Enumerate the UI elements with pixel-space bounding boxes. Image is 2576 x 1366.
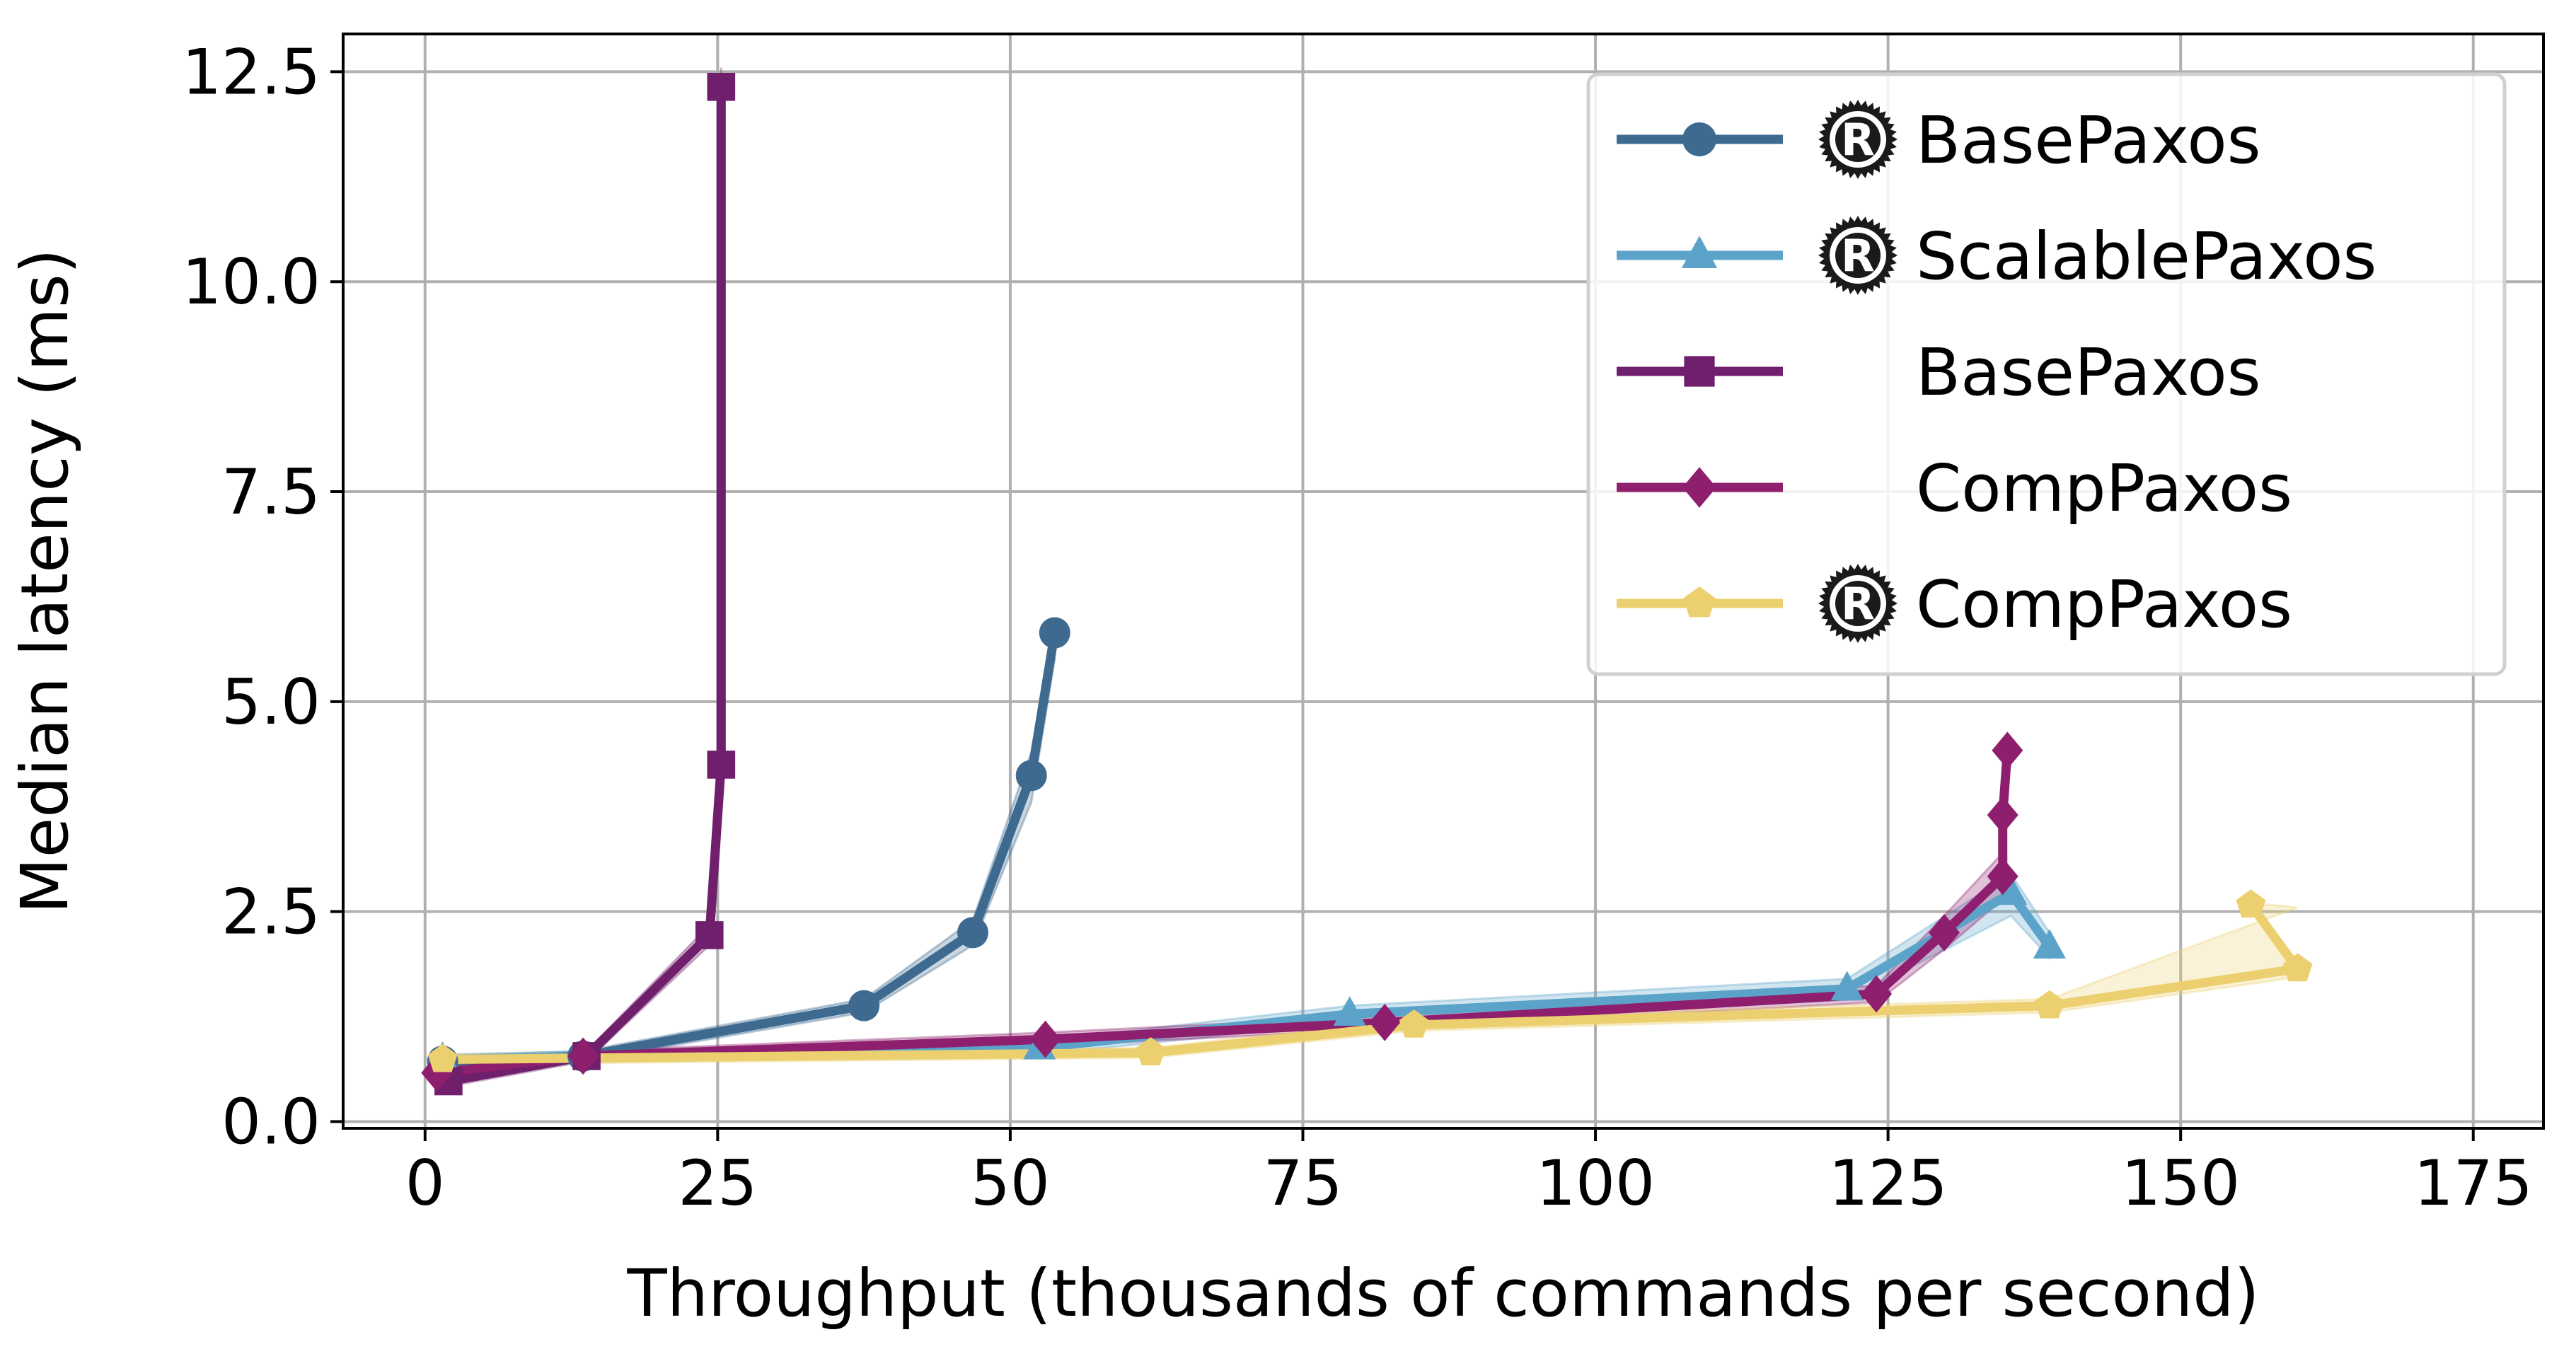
x-tick-label: 125 [1829, 1147, 1948, 1220]
series-1-point [1830, 971, 1864, 1001]
plot-frame [342, 33, 2545, 1130]
rust-logo-icon: R [1818, 100, 1898, 179]
legend-swatch-marker [1684, 356, 1715, 387]
y-tick-label: 2.5 [221, 876, 320, 949]
legend-swatch-marker [1683, 586, 1716, 618]
series-1-point [1333, 996, 1366, 1026]
legend-item: R ScalablePaxos [1617, 216, 2376, 295]
x-tick-label: 75 [1263, 1147, 1342, 1220]
series-3-point [421, 1054, 453, 1092]
svg-text:R: R [1841, 578, 1875, 630]
legend-item: BasePaxos [1617, 335, 2261, 410]
series-2-point [707, 751, 736, 779]
rust-logo-icon: R [1818, 216, 1898, 295]
series-1-point [1994, 875, 2028, 905]
series-4-point [1399, 1009, 1429, 1038]
series-2-band [447, 67, 722, 1088]
svg-text:R: R [1841, 230, 1875, 282]
series-0-band [441, 630, 1056, 1067]
legend: R BasePaxos R ScalablePaxos BasePaxos CompPax… [1586, 72, 2507, 676]
series-2-point [695, 921, 724, 949]
series-3-point [1029, 1020, 1061, 1058]
y-tick-label: 0.0 [221, 1086, 320, 1159]
series-4-point [2034, 990, 2064, 1019]
series-4-point [1136, 1037, 1166, 1065]
legend-frame [1586, 72, 2507, 676]
y-tick-label: 10.0 [182, 245, 320, 318]
series-3-point [567, 1037, 599, 1075]
legend-swatch-marker [1681, 236, 1718, 268]
y-tick-label: 5.0 [221, 666, 320, 739]
series-markers [421, 72, 2313, 1096]
x-tick-label: 0 [405, 1147, 445, 1220]
legend-item: R CompPaxos [1617, 564, 2292, 643]
legend-label: CompPaxos [1916, 451, 2292, 526]
rust-logo-icon: R [1818, 564, 1898, 643]
legend-swatch-marker [1682, 122, 1716, 156]
legend-label: BasePaxos [1916, 103, 2261, 178]
x-tick-label: 25 [678, 1147, 757, 1220]
svg-text:R: R [1841, 114, 1875, 166]
legend-label: CompPaxos [1916, 567, 2292, 642]
x-tick-label: 50 [971, 1147, 1050, 1220]
series-4-point [427, 1043, 458, 1072]
series-1-point [2033, 929, 2067, 959]
axis-ticks: 0 25 50 75 100 125 150 175 0.0 2.5 5.0 7.5 10.0 12.5 [182, 35, 2533, 1220]
legend-item: CompPaxos [1617, 451, 2292, 526]
series-0-point [1039, 617, 1070, 649]
x-axis-label: Throughput (thousands of commands per se… [626, 1256, 2259, 1331]
y-tick-label: 12.5 [182, 35, 320, 108]
series-4-point [2236, 889, 2266, 918]
series-0-line [438, 628, 1060, 1066]
legend-swatch-marker [1682, 467, 1716, 508]
series-0-point [957, 917, 988, 949]
series-2-point [707, 72, 736, 101]
series-3-point [1369, 1004, 1401, 1041]
x-tick-label: 150 [2121, 1147, 2240, 1220]
series-2-line [444, 82, 726, 1087]
y-tick-label: 7.5 [221, 456, 320, 528]
series-3-point [1987, 857, 2018, 896]
legend-label: ScalablePaxos [1916, 219, 2376, 294]
series-3-point [1929, 913, 1960, 951]
series-3-point [1861, 975, 1893, 1013]
series-0-point [848, 990, 880, 1021]
series-3-point [1987, 796, 2018, 834]
y-axis-label: Median latency (ms) [7, 248, 83, 913]
legend-item: R BasePaxos [1617, 100, 2261, 179]
x-tick-label: 100 [1536, 1147, 1655, 1220]
series-3-point [1992, 731, 2023, 770]
series-0-point [1015, 760, 1047, 792]
series-4-point [2282, 953, 2313, 982]
legend-label: BasePaxos [1916, 335, 2261, 410]
x-tick-label: 175 [2414, 1147, 2533, 1220]
